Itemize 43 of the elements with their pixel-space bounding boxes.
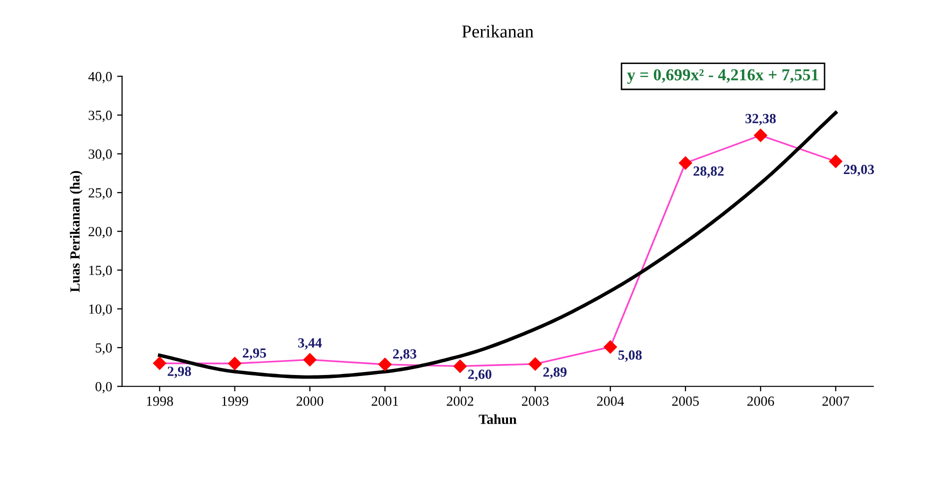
x-tick-label: 2003: [522, 396, 549, 406]
y-tick-label: 0,0: [96, 382, 112, 394]
point: [604, 340, 617, 354]
point: [153, 356, 166, 370]
point: [754, 128, 768, 142]
y-tick-label: 30,0: [88, 149, 112, 161]
point: [528, 357, 542, 371]
x-tick-label: 2007: [822, 396, 850, 406]
data-label: 2,60: [468, 370, 492, 382]
annotation: y = 0,699x² - 4,216x + 7,551: [627, 69, 818, 84]
data-label: 5,08: [618, 350, 642, 362]
data-label: 29,03: [844, 164, 874, 176]
point: [829, 154, 842, 168]
data-label: 2,95: [242, 348, 266, 360]
x-axis-title: Tahun: [478, 414, 517, 424]
point: [303, 353, 316, 366]
y-axis-title: Luas Perikanan (ha): [70, 170, 82, 292]
data-label: 2,83: [393, 349, 416, 361]
x-tick-label: 2000: [296, 396, 324, 406]
y-tick-label: 15,0: [89, 266, 112, 278]
data-label: 3,44: [298, 338, 322, 350]
data-label: 28,82: [694, 166, 724, 178]
x-tick-label: 2006: [747, 396, 774, 406]
y-tick-label: 25,0: [88, 188, 112, 200]
y-tick-label: 10,0: [89, 304, 112, 316]
point: [454, 360, 467, 373]
x-tick-label: 2001: [372, 396, 398, 406]
point: [378, 358, 392, 372]
data-label: 2,89: [543, 367, 567, 379]
x-tick-label: 2004: [597, 396, 624, 406]
x-tick-label: 1999: [222, 396, 248, 406]
y-tick-label: 5,0: [96, 343, 112, 355]
y-tick-label: 20,0: [88, 226, 112, 238]
x-tick-label: 2005: [672, 396, 699, 406]
y-tick-label: 35,0: [88, 110, 112, 122]
data-label: 2,98: [168, 366, 191, 378]
point: [228, 356, 242, 370]
point: [678, 156, 692, 170]
x-tick-label: 1998: [146, 396, 173, 406]
x-tick-label: 2002: [446, 396, 474, 406]
data-label: 32,38: [745, 114, 776, 126]
chart-title: Perikanan: [462, 24, 534, 38]
y-tick-label: 40,0: [88, 72, 112, 84]
